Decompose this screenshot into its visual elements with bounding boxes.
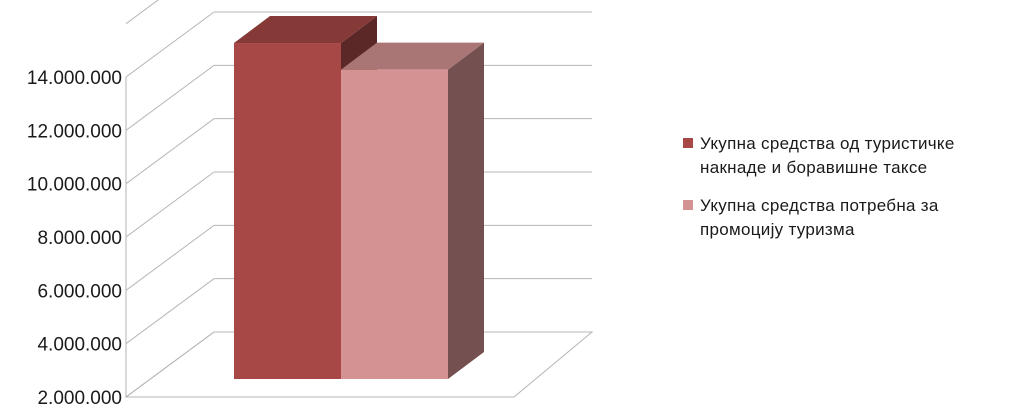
side-gridline bbox=[125, 64, 215, 131]
y-tick-label: 14.000.000 bbox=[27, 68, 122, 89]
legend-item-series-2: Укупна средства потребна за промоцију ту… bbox=[683, 194, 1013, 242]
bar-side bbox=[448, 42, 484, 379]
bar-series-2 bbox=[341, 42, 484, 379]
y-tick-label: 4.000.000 bbox=[37, 335, 122, 356]
legend-label-series-1: Укупна средства од туристичке накнаде и … bbox=[700, 134, 955, 177]
side-gridline bbox=[125, 11, 215, 78]
bar-top bbox=[341, 42, 484, 70]
side-gridline bbox=[125, 278, 215, 345]
bar-top bbox=[234, 16, 377, 44]
chart-floor bbox=[124, 331, 594, 398]
y-tick-label: 8.000.000 bbox=[37, 228, 122, 249]
side-gridline bbox=[125, 118, 215, 185]
side-gridline bbox=[125, 224, 215, 291]
legend-swatch-series-2 bbox=[683, 200, 693, 210]
legend: Укупна средства од туристичке накнаде и … bbox=[683, 132, 1013, 256]
bar bbox=[234, 43, 341, 380]
legend-label-series-2: Укупна средства потребна за промоцију ту… bbox=[700, 196, 939, 239]
y-tick-label: 6.000.000 bbox=[37, 281, 122, 302]
y-tick-label: 12.000.000 bbox=[27, 121, 122, 142]
y-axis-tick-labels: 2.000.000 4.000.000 6.000.000 8.000.000 10.0… bbox=[27, 68, 122, 409]
legend-swatch-series-1 bbox=[683, 138, 693, 148]
bar bbox=[341, 69, 448, 379]
side-gridline bbox=[125, 171, 215, 238]
side-gridline bbox=[125, 0, 159, 25]
y-tick-label: 10.000.000 bbox=[27, 175, 122, 196]
legend-item-series-1: Укупна средства од туристичке накнаде и … bbox=[683, 132, 1013, 180]
y-tick-label: 2.000.000 bbox=[37, 388, 122, 409]
bar-series-group bbox=[234, 16, 484, 380]
